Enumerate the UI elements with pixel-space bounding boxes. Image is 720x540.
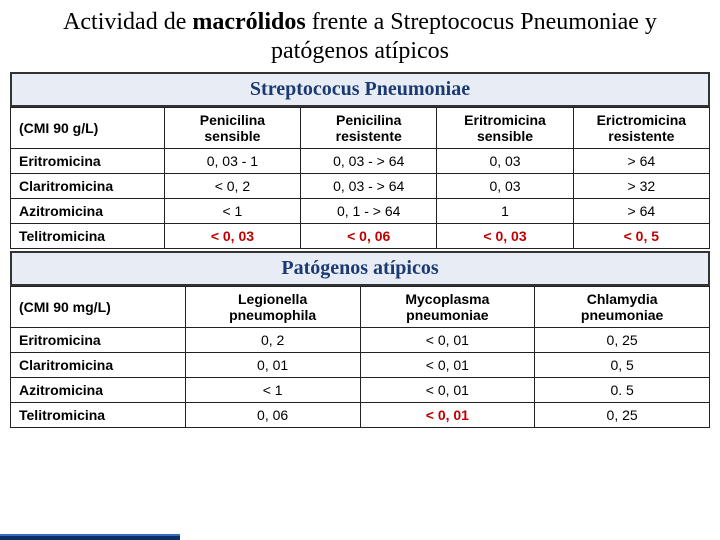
t2-col2: Mycoplasmapneumoniae xyxy=(360,286,535,327)
table1-header-row: (CMI 90 g/L) Penicilinasensible Penicili… xyxy=(11,107,710,148)
t2-col1: Legionellapneumophila xyxy=(185,286,360,327)
table-row: Eritromicina 0, 2 < 0, 01 0, 25 xyxy=(11,327,710,352)
t2-c1l1: Legionella xyxy=(238,291,307,307)
t1-r2-v0: < 1 xyxy=(164,198,300,223)
t1-r0-v1: 0, 03 - > 64 xyxy=(301,148,437,173)
t2-c3l1: Chlamydia xyxy=(587,291,658,307)
table-atipicos: (CMI 90 mg/L) Legionellapneumophila Myco… xyxy=(10,286,710,428)
t2-c2l2: pneumoniae xyxy=(406,307,488,323)
table-row: Claritromicina < 0, 2 0, 03 - > 64 0, 03… xyxy=(11,173,710,198)
table-row: Eritromicina 0, 03 - 1 0, 03 - > 64 0, 0… xyxy=(11,148,710,173)
t1-c2l2: resistente xyxy=(336,128,402,144)
t1-c2l1: Penicilina xyxy=(336,112,401,128)
t2-c3l2: pneumoniae xyxy=(581,307,663,323)
table2-header-row: (CMI 90 mg/L) Legionellapneumophila Myco… xyxy=(11,286,710,327)
t2-r3-v1: < 0, 01 xyxy=(360,402,535,427)
t1-r2-v1: 0, 1 - > 64 xyxy=(301,198,437,223)
title-part1: Actividad de xyxy=(63,9,192,35)
t1-r3-v3: < 0, 5 xyxy=(573,223,709,248)
t1-c1l1: Penicilina xyxy=(200,112,265,128)
t2-r0-v2: 0, 25 xyxy=(535,327,710,352)
t1-r0-v3: > 64 xyxy=(573,148,709,173)
t1-r0-v2: 0, 03 xyxy=(437,148,573,173)
t2-r2-v1: < 0, 01 xyxy=(360,377,535,402)
t2-r2-v0: < 1 xyxy=(185,377,360,402)
t1-r2-name: Azitromicina xyxy=(11,198,165,223)
section1-header: Streptococus Pneumoniae xyxy=(10,72,710,107)
t2-r0-name: Eritromicina xyxy=(11,327,186,352)
t2-r0-v0: 0, 2 xyxy=(185,327,360,352)
t1-r2-v2: 1 xyxy=(437,198,573,223)
t1-r2-v3: > 64 xyxy=(573,198,709,223)
t1-r1-name: Claritromicina xyxy=(11,173,165,198)
t2-c2l1: Mycoplasma xyxy=(405,291,489,307)
t2-r3-v0: 0, 06 xyxy=(185,402,360,427)
section2-header: Patógenos atípicos xyxy=(10,251,710,286)
t1-r3-v1: < 0, 06 xyxy=(301,223,437,248)
t1-col0: (CMI 90 g/L) xyxy=(11,107,165,148)
t1-r3-name: Telitromicina xyxy=(11,223,165,248)
slide-title: Actividad de macrólidos frente a Strepto… xyxy=(0,0,720,70)
footer-accent-bar xyxy=(0,534,180,540)
t2-r1-v0: 0, 01 xyxy=(185,352,360,377)
t2-r1-name: Claritromicina xyxy=(11,352,186,377)
title-part2: frente a Streptococus Pneumoniae y patóg… xyxy=(271,9,657,64)
table-row: Telitromicina < 0, 03 < 0, 06 < 0, 03 < … xyxy=(11,223,710,248)
t1-c3l1: Eritromicina xyxy=(464,112,546,128)
t2-r1-v1: < 0, 01 xyxy=(360,352,535,377)
t1-r1-v2: 0, 03 xyxy=(437,173,573,198)
t2-col3: Chlamydiapneumoniae xyxy=(535,286,710,327)
t2-r1-v2: 0, 5 xyxy=(535,352,710,377)
t2-r0-v1: < 0, 01 xyxy=(360,327,535,352)
table-row: Telitromicina 0, 06 < 0, 01 0, 25 xyxy=(11,402,710,427)
t2-col0: (CMI 90 mg/L) xyxy=(11,286,186,327)
t1-r1-v1: 0, 03 - > 64 xyxy=(301,173,437,198)
title-bold: macrólidos xyxy=(192,9,305,35)
t1-c1l2: sensible xyxy=(204,128,260,144)
table-row: Azitromicina < 1 0, 1 - > 64 1 > 64 xyxy=(11,198,710,223)
t1-r0-v0: 0, 03 - 1 xyxy=(164,148,300,173)
t1-c3l2: sensible xyxy=(477,128,533,144)
t1-r3-v0: < 0, 03 xyxy=(164,223,300,248)
t2-r3-name: Telitromicina xyxy=(11,402,186,427)
t1-col4: Erictromicinaresistente xyxy=(573,107,709,148)
t1-r1-v3: > 32 xyxy=(573,173,709,198)
t1-c4l1: Erictromicina xyxy=(597,112,686,128)
t1-r0-name: Eritromicina xyxy=(11,148,165,173)
t1-col3: Eritromicinasensible xyxy=(437,107,573,148)
t2-r3-v2: 0, 25 xyxy=(535,402,710,427)
t1-r1-v0: < 0, 2 xyxy=(164,173,300,198)
table-row: Claritromicina 0, 01 < 0, 01 0, 5 xyxy=(11,352,710,377)
t2-r2-v2: 0. 5 xyxy=(535,377,710,402)
table-streptococus: (CMI 90 g/L) Penicilinasensible Penicili… xyxy=(10,107,710,249)
t2-c1l2: pneumophila xyxy=(229,307,316,323)
t1-col1: Penicilinasensible xyxy=(164,107,300,148)
t1-col2: Penicilinaresistente xyxy=(301,107,437,148)
table-row: Azitromicina < 1 < 0, 01 0. 5 xyxy=(11,377,710,402)
t1-c4l2: resistente xyxy=(608,128,674,144)
t1-r3-v2: < 0, 03 xyxy=(437,223,573,248)
t2-r2-name: Azitromicina xyxy=(11,377,186,402)
